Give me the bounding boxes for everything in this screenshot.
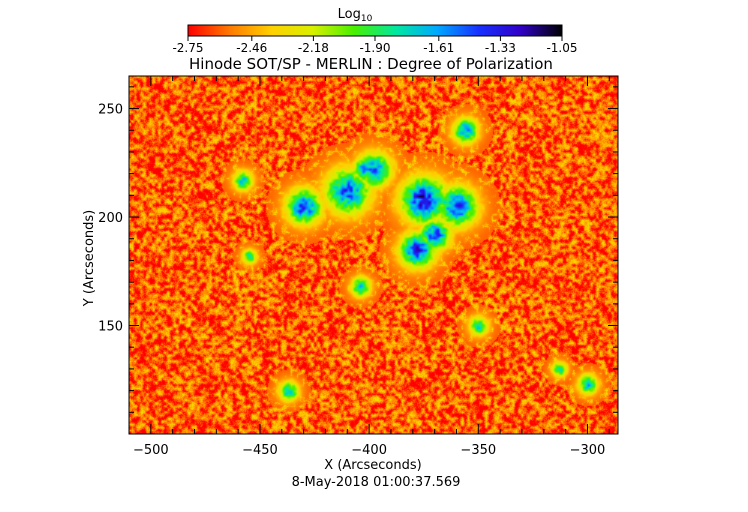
colorbar-gradient <box>187 24 563 37</box>
colorbar-tick-label: -1.05 <box>546 41 577 55</box>
x-axis-label: X (Arcseconds) <box>324 458 421 473</box>
colorbar-tick-label: -2.75 <box>172 41 203 55</box>
colorbar-ticks: -2.75 -2.46 -2.18 -1.90 -1.61 -1.33 -1.05 <box>172 36 578 55</box>
chart-title: Hinode SOT/SP - MERLIN : Degree of Polar… <box>189 55 553 73</box>
x-axis: −500 −450 −400 −350 −300 <box>128 76 610 458</box>
x-tick-label: −500 <box>133 443 169 458</box>
polarization-map <box>129 76 618 434</box>
colorbar-tick-label: -2.46 <box>236 41 267 55</box>
y-tick-label: 200 <box>98 211 123 226</box>
colorbar: Log10 -2.75 -2.46 -2.18 -1.90 -1.61 -1.33 -1.0… <box>172 7 577 55</box>
y-tick-label: 150 <box>98 320 123 335</box>
observation-timestamp: 8-May-2018 01:00:37.569 <box>292 475 461 490</box>
plot-frame <box>128 75 619 435</box>
y-axis-label: Y (Arcseconds) <box>82 210 97 307</box>
colorbar-tick-label: -2.18 <box>298 41 329 55</box>
colorbar-tick-label: -1.61 <box>423 41 454 55</box>
x-tick-label: −350 <box>460 443 496 458</box>
y-axis: 150 200 250 <box>98 86 618 413</box>
colorbar-tick-label: -1.33 <box>485 41 516 55</box>
plot-area: −500 −450 −400 −350 −300 150 200 250 <box>98 75 619 458</box>
x-tick-label: −300 <box>570 443 606 458</box>
x-tick-label: −450 <box>242 443 278 458</box>
y-tick-label: 250 <box>98 103 123 118</box>
colorbar-tick-label: -1.90 <box>359 41 390 55</box>
colorbar-label: Log10 <box>338 7 373 24</box>
x-tick-label: −400 <box>351 443 387 458</box>
